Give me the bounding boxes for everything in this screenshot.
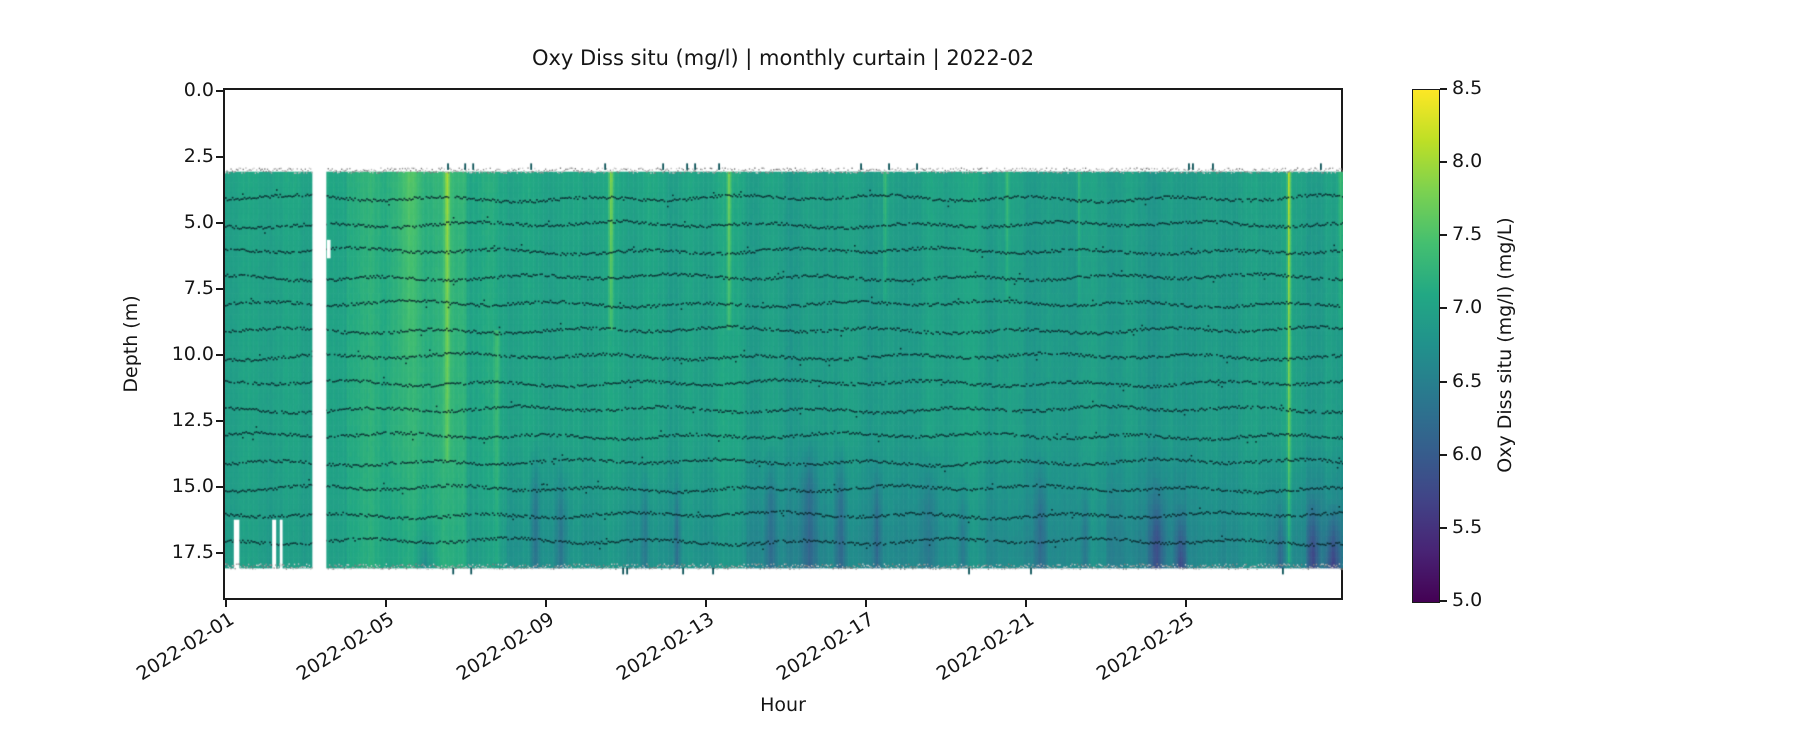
y-tick-mark xyxy=(216,354,223,356)
x-tick-mark xyxy=(705,600,708,607)
x-tick-mark xyxy=(225,600,228,607)
y-tick-label: 10.0 xyxy=(171,343,214,365)
colorbar-label: Oxy Diss situ (mg/l) (mg/L) xyxy=(1494,217,1516,473)
chart-title: Oxy Diss situ (mg/l) | monthly curtain |… xyxy=(531,46,1035,70)
y-tick-label: 5.0 xyxy=(183,211,214,233)
colorbar-tick-mark xyxy=(1440,161,1447,164)
y-tick-label: 17.5 xyxy=(171,541,214,563)
y-tick-mark xyxy=(216,552,223,554)
x-tick-label: 2022-02-01 xyxy=(132,608,239,686)
x-tick-label: 2022-02-05 xyxy=(292,608,399,686)
colorbar-tick-label: 7.0 xyxy=(1452,296,1483,319)
colorbar-tick-mark xyxy=(1440,234,1447,237)
colorbar-tick-mark xyxy=(1440,307,1447,310)
colorbar-tick-mark xyxy=(1440,88,1447,90)
x-tick-label: 2022-02-13 xyxy=(612,608,718,686)
y-tick-mark xyxy=(216,486,223,488)
y-tick-label: 15.0 xyxy=(171,475,214,497)
colorbar-tick-mark xyxy=(1440,526,1447,529)
colorbar-tick-label: 8.0 xyxy=(1452,150,1483,173)
y-tick-mark xyxy=(216,288,223,290)
y-tick-mark xyxy=(216,156,223,158)
x-tick-label: 2022-02-09 xyxy=(452,608,558,686)
colorbar-tick-label: 7.5 xyxy=(1452,223,1483,246)
colorbar-tick-label: 8.5 xyxy=(1452,77,1483,99)
colorbar xyxy=(1412,89,1440,603)
y-tick-label: 12.5 xyxy=(171,409,214,431)
x-tick-label: 2022-02-17 xyxy=(772,608,878,686)
colorbar-tick-label: 5.5 xyxy=(1452,515,1483,538)
x-tick-label: 2022-02-21 xyxy=(932,608,1038,686)
y-tick-label: 0.0 xyxy=(183,79,214,101)
x-axis-label: Hour xyxy=(760,694,806,716)
y-axis-label: Depth (m) xyxy=(120,295,142,393)
colorbar-tick-label: 6.5 xyxy=(1452,369,1483,392)
colorbar-tick-mark xyxy=(1440,380,1447,383)
y-tick-mark xyxy=(216,420,223,422)
x-tick-mark xyxy=(1025,600,1028,607)
y-tick-label: 7.5 xyxy=(183,277,214,299)
y-tick-mark xyxy=(216,222,223,224)
y-tick-mark xyxy=(216,90,223,92)
y-tick-label: 2.5 xyxy=(183,145,214,167)
colorbar-tick-mark xyxy=(1440,453,1447,456)
colorbar-tick-mark xyxy=(1440,600,1447,602)
colorbar-tick-label: 6.0 xyxy=(1452,442,1483,465)
x-tick-mark xyxy=(545,600,548,607)
colorbar-tick-label: 5.0 xyxy=(1452,589,1483,611)
heatmap-canvas xyxy=(225,90,1343,600)
x-tick-label: 2022-02-25 xyxy=(1092,608,1198,686)
x-tick-mark xyxy=(385,600,388,607)
x-tick-mark xyxy=(865,600,868,607)
x-tick-mark xyxy=(1185,600,1188,607)
